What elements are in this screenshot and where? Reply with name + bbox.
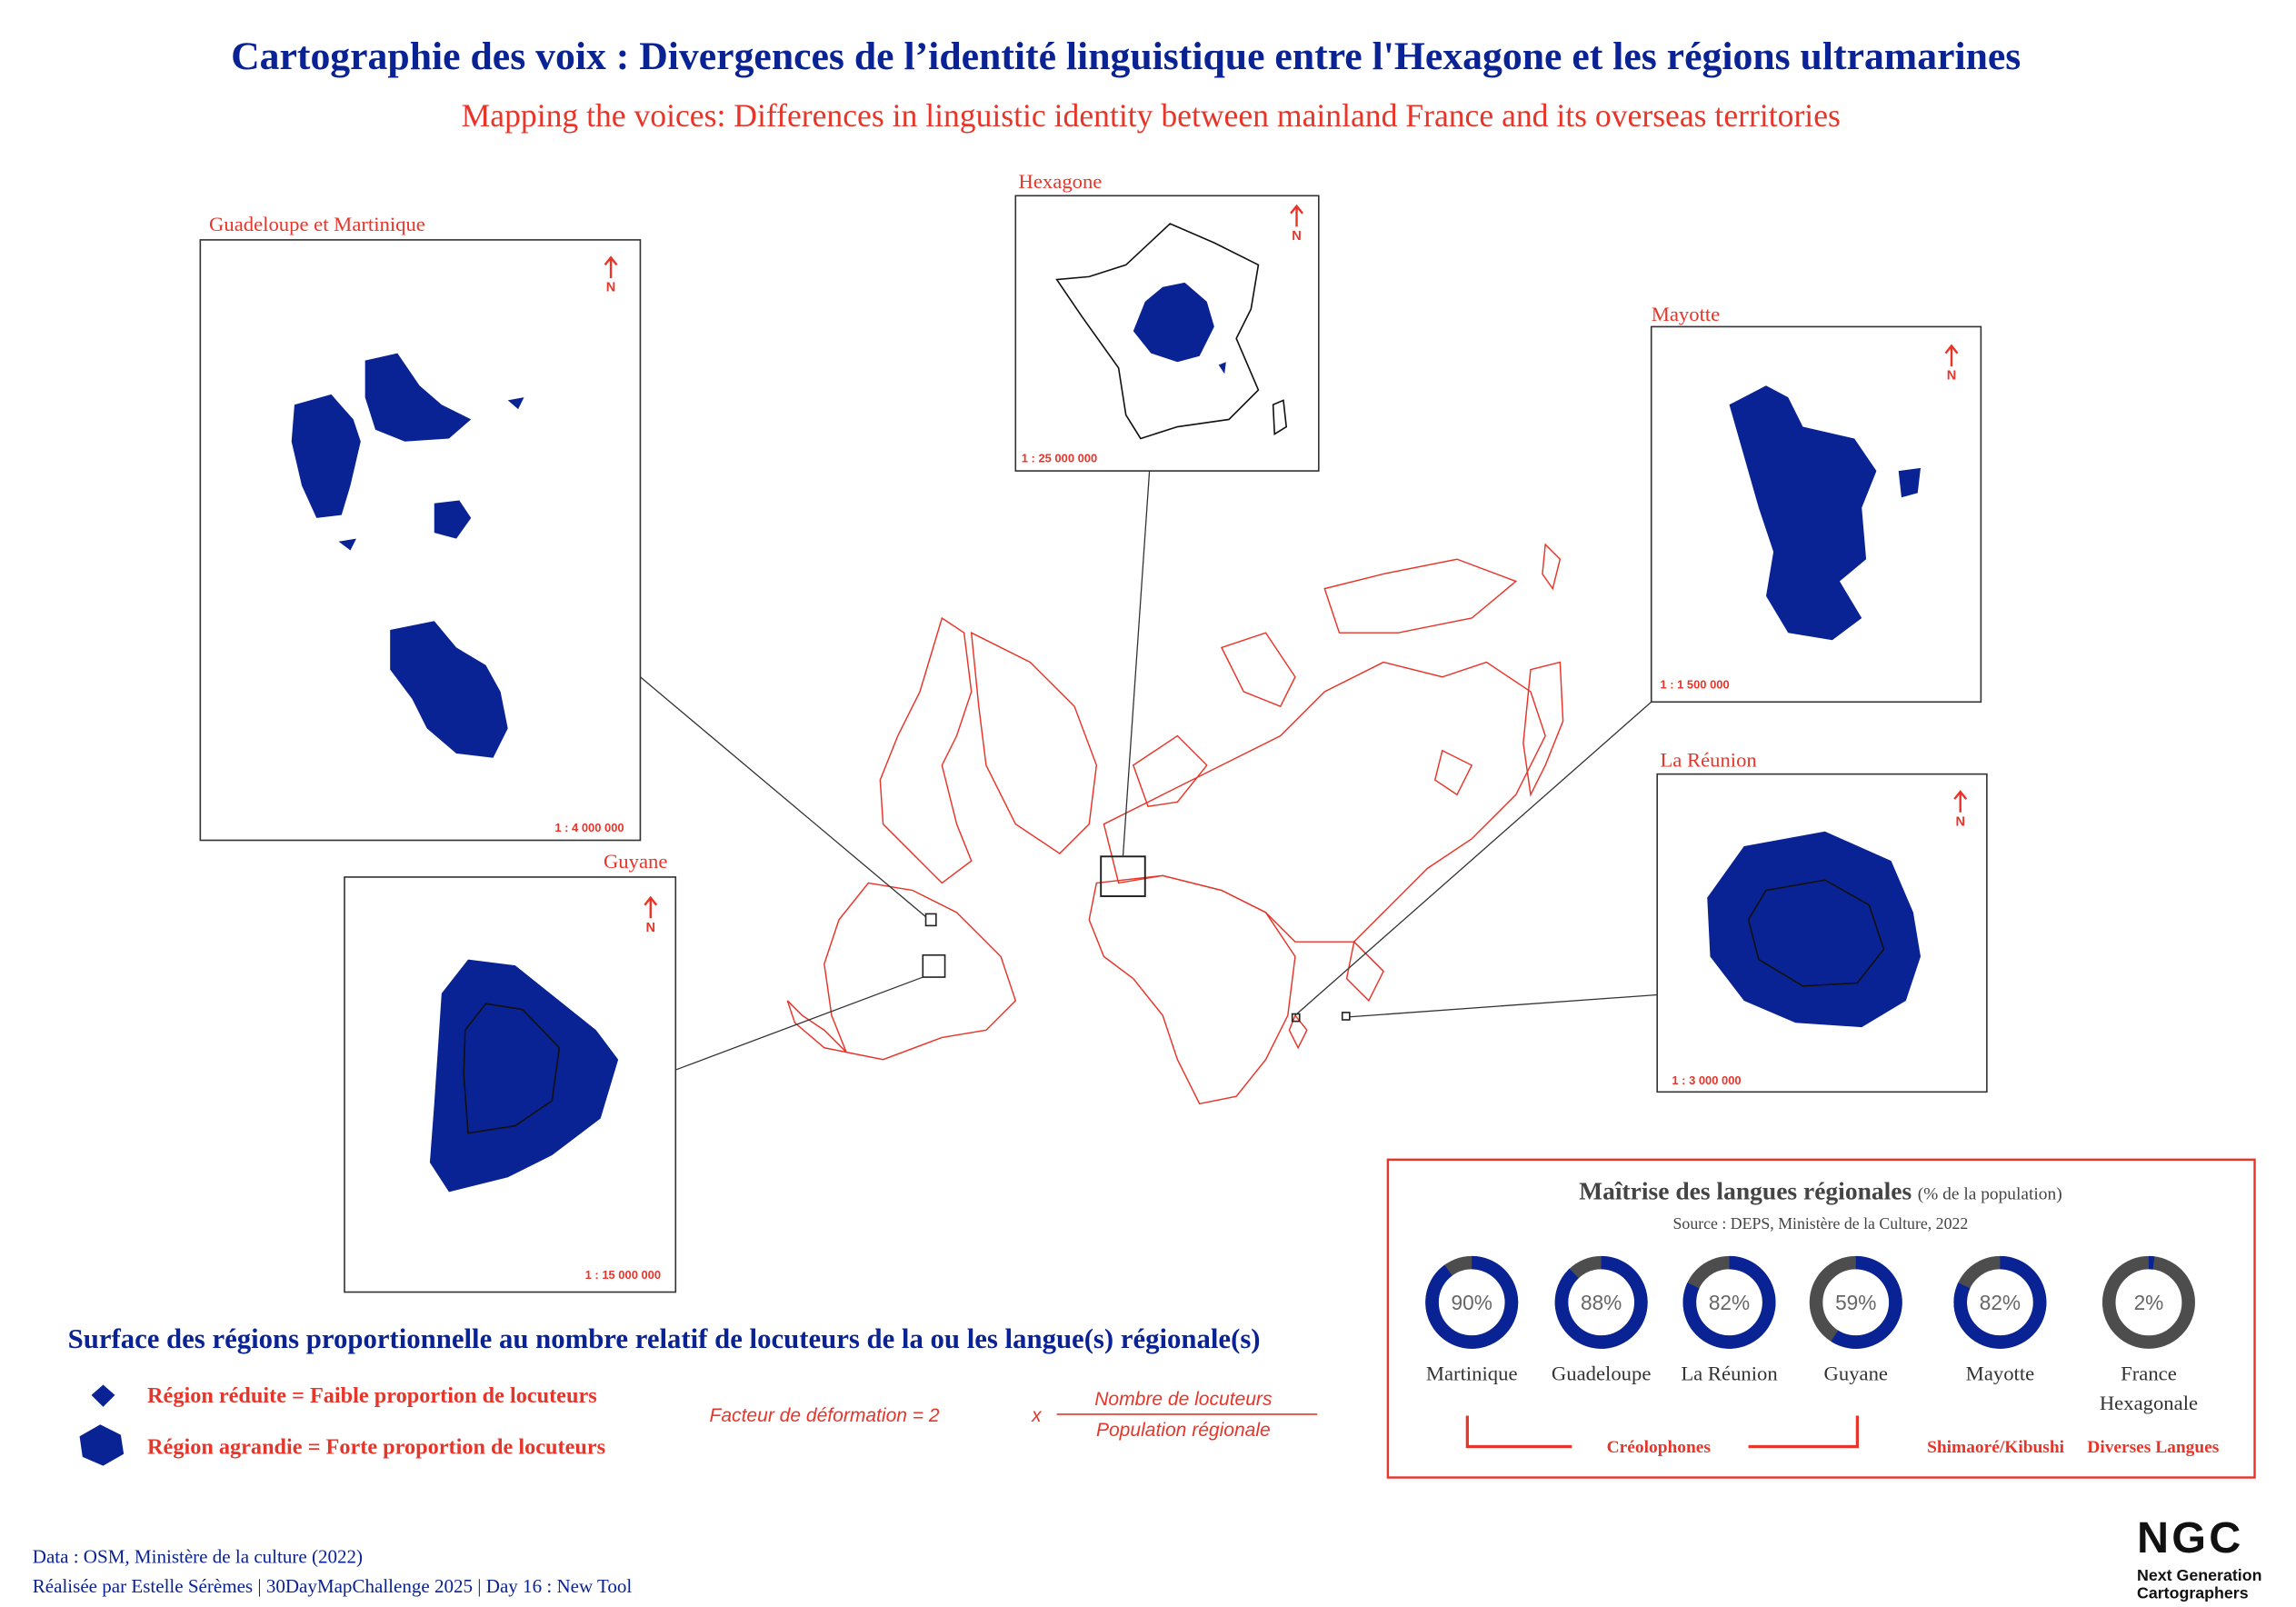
category-label: France Hexagonale: [2099, 1363, 2199, 1416]
group-bracket: [1465, 1415, 1859, 1449]
inset-outline: [463, 1003, 561, 1134]
category-label: La Réunion: [1681, 1363, 1778, 1387]
donut-value-label: 59%: [1835, 1291, 1876, 1314]
legend-symbol-large: [79, 1424, 125, 1466]
donut-arc: [1682, 1255, 1776, 1349]
north-label: N: [645, 921, 655, 935]
credit: Réalisée par Estelle Sérèmes | 30DayMapC…: [33, 1575, 633, 1597]
inset-scale: 1 : 15 000 000: [585, 1268, 661, 1282]
north-label: N: [1947, 369, 1957, 384]
north-arrow: [1944, 344, 1959, 367]
formula-numerator: Nombre de locuteurs: [1094, 1389, 1273, 1410]
north-label: N: [606, 281, 616, 295]
donut-value-label: 2%: [2134, 1291, 2164, 1314]
inset-label: Hexagone: [1019, 170, 1103, 193]
formula-times: x: [1031, 1405, 1043, 1426]
category-label-box: La Réunion: [1681, 1363, 1778, 1387]
inset-label: Guyane: [604, 850, 667, 873]
subtitle: Mapping the voices: Differences in lingu…: [462, 97, 1841, 134]
donut-value-label: 88%: [1581, 1291, 1622, 1314]
category-label: Guyane: [1823, 1363, 1889, 1387]
north-label: N: [1292, 229, 1302, 244]
donut-title-main: Maîtrise des langues régionales: [1579, 1177, 1912, 1205]
inset-scale: 1 : 1 500 000: [1660, 678, 1729, 692]
inset-region: [291, 394, 361, 518]
legend-symbol-small: [91, 1384, 115, 1407]
world-map: [786, 543, 1564, 1105]
inset-region: [1707, 831, 1921, 1028]
group-label: Créolophones: [1607, 1438, 1712, 1457]
inset-region: [507, 397, 524, 410]
category-label-box: Guyane: [1823, 1363, 1889, 1387]
formula-denominator: Population régionale: [1096, 1420, 1271, 1441]
group-label: Diverses Langues: [2087, 1438, 2219, 1457]
inset-region: [1729, 385, 1877, 641]
category-label: Martinique: [1425, 1363, 1518, 1387]
category-label-box: Guadeloupe: [1551, 1363, 1652, 1387]
inset-label: Guadeloupe et Martinique: [209, 213, 425, 235]
donut-value-label: 82%: [1980, 1291, 2021, 1314]
north-arrow: [644, 895, 658, 919]
inset-region: [364, 353, 472, 442]
inset-region: [1898, 467, 1921, 498]
title: Cartographie des voix : Divergences de l…: [231, 35, 2021, 78]
inset-region: [429, 959, 619, 1193]
donut-arc: [1953, 1255, 2047, 1349]
inset-region: [390, 621, 508, 758]
donut-title: Maîtrise des langues régionales (% de la…: [1579, 1177, 2062, 1205]
inset-label: La Réunion: [1660, 749, 1756, 772]
donut-title-note: (% de la population): [1918, 1185, 2062, 1204]
category-label-box: Mayotte: [1965, 1363, 2035, 1387]
group-label: Shimaoré/Kibushi: [1927, 1438, 2065, 1457]
category-label-box: France Hexagonale: [2099, 1363, 2199, 1416]
insets: Guadeloupe et Martinique 1 : 4 000 000 N He…: [199, 170, 1988, 1293]
donut-value-label: 90%: [1452, 1291, 1492, 1314]
locator-antilles: [924, 913, 937, 927]
category-label-box: Martinique: [1425, 1363, 1518, 1387]
donut-arc: [1831, 1255, 1902, 1349]
inset-scale: 1 : 3 000 000: [1672, 1073, 1741, 1087]
north-label: N: [1955, 814, 1965, 829]
locator-mayotte: [1291, 1013, 1301, 1023]
donut-arc: [1425, 1255, 1519, 1349]
inset-outline: [1747, 879, 1885, 987]
inset-frame: [199, 239, 642, 842]
north-arrow: [1953, 790, 1968, 813]
north-arrow: [1290, 204, 1303, 227]
inset-region: [338, 538, 356, 551]
inset-outline: [1055, 223, 1288, 440]
logo-name: Cartographers: [2137, 1583, 2249, 1602]
locator-reunion: [1341, 1012, 1351, 1021]
inset-scale: 1 : 4 000 000: [554, 821, 624, 834]
inset-region: [1133, 282, 1214, 363]
north-arrow: [604, 255, 618, 278]
category-label: Mayotte: [1965, 1363, 2035, 1387]
category-label: Guadeloupe: [1551, 1363, 1652, 1387]
logo-mark: NGC: [2137, 1513, 2244, 1562]
inset-scale: 1 : 25 000 000: [1022, 451, 1097, 464]
donut-value-label: 82%: [1709, 1291, 1750, 1314]
connectors: [640, 471, 1658, 1071]
legend-item: Région agrandie = Forte proportion de lo…: [147, 1435, 605, 1460]
inset-label: Mayotte: [1652, 303, 1721, 325]
donuts: 90% Martinique 88% Guadeloupe 82% La Réunion 5…: [1425, 1255, 2199, 1416]
locator-guyane: [922, 953, 946, 978]
formula-lhs: Facteur de déformation = 2: [710, 1405, 940, 1426]
credit: Data : OSM, Ministère de la culture (202…: [33, 1545, 363, 1567]
inset-region: [434, 500, 472, 539]
donut-source: Source : DEPS, Ministère de la Culture, …: [1673, 1214, 1969, 1233]
logo-name: Next Generation: [2137, 1566, 2261, 1584]
donut-arc: [1554, 1255, 1648, 1349]
legend-title: Surface des régions proportionnelle au n…: [68, 1323, 1261, 1354]
legend-item: Région réduite = Faible proportion de lo…: [147, 1383, 597, 1408]
inset-region: [1218, 362, 1226, 374]
